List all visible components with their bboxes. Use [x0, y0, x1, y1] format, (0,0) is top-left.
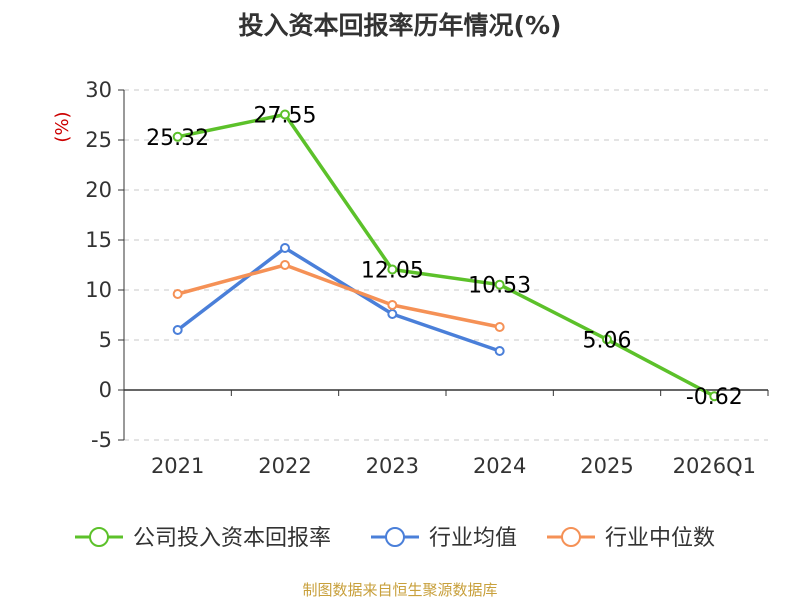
x-tick-label: 2026Q1 — [673, 454, 756, 478]
x-tick-label: 2024 — [473, 454, 526, 478]
series-point-2 — [172, 289, 183, 299]
data-label: 12.05 — [361, 259, 424, 284]
y-tick-label: 10 — [85, 278, 112, 302]
chart-title: 投入资本回报率历年情况(%) — [238, 11, 562, 40]
series-point-0 — [709, 391, 720, 402]
data-label: 27.55 — [254, 104, 317, 129]
y-tick-label: 5 — [99, 328, 112, 352]
series-line-1 — [176, 246, 501, 353]
series-point-0 — [387, 264, 398, 275]
y-tick-label: -5 — [91, 428, 112, 452]
series-point-1 — [387, 309, 398, 319]
x-tick-label: 2021 — [151, 454, 204, 478]
series-point-0 — [602, 334, 612, 345]
series-point-2 — [387, 300, 398, 310]
legend-swatch-marker — [385, 527, 405, 547]
series-point-0 — [280, 109, 290, 120]
y-axis-unit: (%) — [52, 111, 73, 142]
y-tick-label: 30 — [85, 78, 112, 102]
y-tick-label: 25 — [85, 128, 112, 152]
data-label: -0.62 — [686, 385, 743, 410]
x-tick-label: 2025 — [580, 454, 633, 478]
source-note: 制图数据来自恒生聚源数据库 — [302, 581, 498, 599]
series-point-1 — [494, 346, 505, 356]
data-label: 10.53 — [468, 274, 531, 299]
y-tick-label: 0 — [99, 378, 112, 402]
series-point-0 — [494, 279, 505, 290]
y-tick-label: 15 — [85, 228, 112, 252]
series-point-2 — [494, 322, 505, 332]
legend-swatch-marker — [89, 527, 109, 547]
series-line-2 — [177, 263, 501, 329]
x-tick-label: 2022 — [258, 454, 311, 478]
series-point-2 — [280, 260, 290, 270]
axes: 30 25 20 15 10 5 0 -5 2021 2022 2023 2024 2025 2026Q1… — [52, 78, 769, 478]
series-line-0 — [177, 112, 716, 398]
legend-swatch-marker — [561, 527, 581, 547]
x-tick-label: 2023 — [366, 454, 419, 478]
series-point-1 — [172, 325, 183, 335]
y-tick-label: 20 — [85, 178, 112, 202]
data-label: 5.06 — [583, 328, 632, 353]
data-labels: 25.32 27.55 12.05 10.53 5.06 -0.62 — [146, 104, 743, 411]
series-point-1 — [280, 243, 290, 253]
legend-label: 行业均值 — [429, 526, 517, 551]
series-lines — [172, 109, 720, 402]
legend-label: 公司投入资本回报率 — [133, 526, 331, 551]
legend-label: 行业中位数 — [605, 526, 715, 551]
grid-lines — [124, 89, 768, 441]
legend: 公司投入资本回报率 行业均值 行业中位数 — [75, 526, 715, 551]
series-point-0 — [172, 131, 183, 142]
data-label: 25.32 — [146, 126, 209, 151]
